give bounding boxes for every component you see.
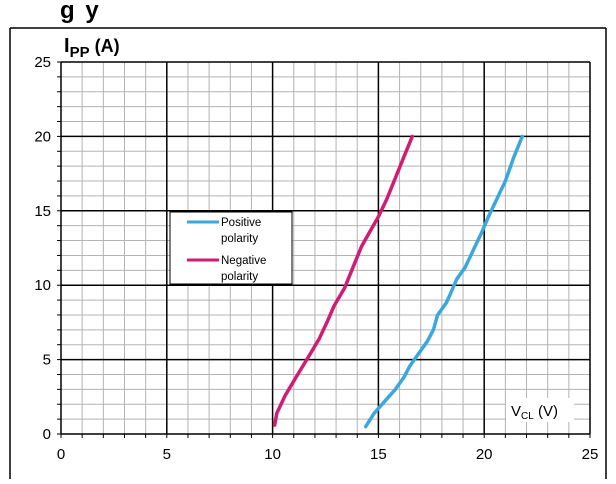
- major-grid: [60, 61, 591, 435]
- y-tick-label: 10: [34, 277, 51, 294]
- series-line-negative: [272, 134, 415, 427]
- legend: Positive polarity Negative polarity: [169, 211, 293, 285]
- axis-ticks: 0 5 10 15 20 25 0 5 10 15 20 25: [34, 54, 598, 463]
- legend-label-positive-line2: polarity: [221, 233, 258, 245]
- x-tick-label: 5: [163, 446, 171, 463]
- x-tick-label: 15: [370, 446, 387, 463]
- series-line-positive: [363, 134, 525, 429]
- y-tick-label: 5: [43, 352, 51, 369]
- y-axis-label-sub: PP: [70, 44, 90, 61]
- page-header-fragment: g y: [60, 0, 101, 24]
- x-tick-label: 0: [57, 446, 65, 463]
- x-axis-label-sub: CL: [521, 411, 534, 422]
- x-axis-label-unit: (V): [534, 403, 558, 420]
- y-tick-label: 25: [34, 54, 51, 71]
- x-tick-label: 10: [264, 446, 281, 463]
- x-axis-label: VCL (V): [511, 403, 558, 422]
- legend-label-positive-line1: Positive: [221, 217, 261, 229]
- y-tick-label: 15: [34, 203, 51, 220]
- series-layer: [272, 134, 525, 429]
- y-tick-label: 0: [43, 426, 51, 443]
- y-axis-label: IPP (A): [64, 35, 120, 61]
- x-axis-label-main: V: [511, 403, 521, 420]
- x-tick-label: 25: [582, 446, 599, 463]
- legend-label-negative-line1: Negative: [221, 255, 266, 267]
- y-tick-label: 20: [34, 128, 51, 145]
- y-axis-label-unit: (A): [90, 36, 120, 56]
- legend-label-negative-line2: polarity: [221, 271, 258, 283]
- legend-box: [169, 211, 293, 285]
- x-tick-label: 20: [476, 446, 493, 463]
- x-axis-label-background: [506, 398, 574, 422]
- y-axis-label-main: I: [64, 35, 70, 57]
- minor-grid: [61, 62, 590, 434]
